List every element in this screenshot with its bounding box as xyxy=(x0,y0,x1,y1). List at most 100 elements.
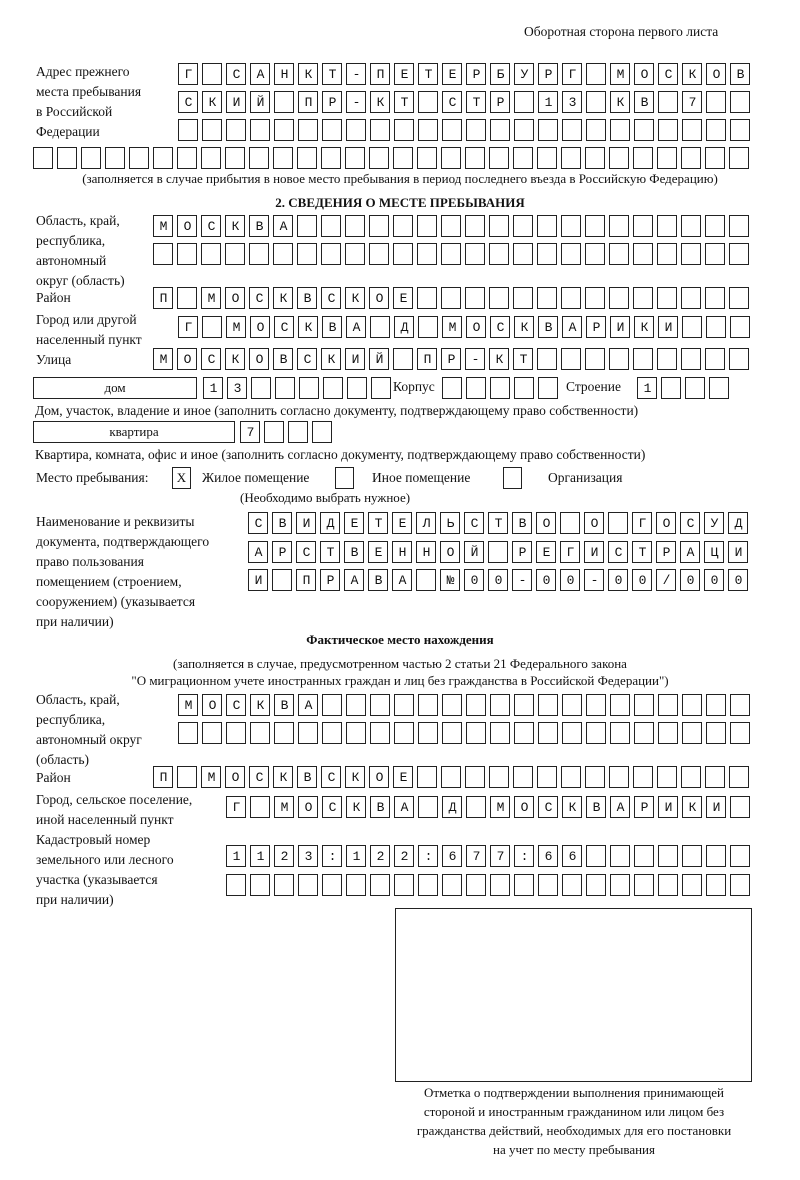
char-cell[interactable] xyxy=(730,316,750,338)
char-cell[interactable] xyxy=(418,316,438,338)
char-cell[interactable] xyxy=(514,377,534,399)
char-cell[interactable] xyxy=(441,215,461,237)
char-cell[interactable] xyxy=(682,694,702,716)
char-cell[interactable] xyxy=(249,287,269,309)
char-cell[interactable] xyxy=(512,569,532,591)
char-cell[interactable] xyxy=(657,215,677,237)
char-cell[interactable] xyxy=(394,119,414,141)
char-cell[interactable] xyxy=(370,119,390,141)
char-cell[interactable] xyxy=(658,796,678,818)
char-cell[interactable] xyxy=(442,722,462,744)
char-cell[interactable] xyxy=(202,91,222,113)
char-cell[interactable] xyxy=(264,421,284,443)
char-cell[interactable] xyxy=(393,147,413,169)
char-cell[interactable] xyxy=(730,722,750,744)
char-cell[interactable] xyxy=(729,766,749,788)
char-cell[interactable] xyxy=(298,91,318,113)
char-cell[interactable] xyxy=(322,316,342,338)
char-cell[interactable] xyxy=(226,316,246,338)
char-cell[interactable] xyxy=(465,215,485,237)
char-cell[interactable] xyxy=(393,243,413,265)
char-cell[interactable] xyxy=(538,845,558,867)
char-cell[interactable] xyxy=(346,63,366,85)
char-cell[interactable] xyxy=(585,215,605,237)
char-cell[interactable] xyxy=(226,845,246,867)
char-cell[interactable] xyxy=(417,348,437,370)
char-cell[interactable] xyxy=(320,512,340,534)
char-cell[interactable] xyxy=(417,287,437,309)
char-cell[interactable] xyxy=(225,287,245,309)
char-cell[interactable] xyxy=(201,287,221,309)
char-cell[interactable] xyxy=(153,348,173,370)
char-cell[interactable] xyxy=(537,215,557,237)
char-cell[interactable] xyxy=(466,722,486,744)
char-cell[interactable] xyxy=(610,796,630,818)
char-cell[interactable] xyxy=(322,119,342,141)
char-cell[interactable] xyxy=(488,541,508,563)
char-cell[interactable] xyxy=(416,512,436,534)
char-cell[interactable] xyxy=(658,63,678,85)
char-cell[interactable] xyxy=(441,287,461,309)
char-cell[interactable] xyxy=(417,766,437,788)
char-cell[interactable] xyxy=(321,766,341,788)
char-cell[interactable] xyxy=(730,874,750,896)
char-cell[interactable] xyxy=(273,243,293,265)
char-cell[interactable] xyxy=(513,215,533,237)
char-cell[interactable] xyxy=(249,243,269,265)
char-cell[interactable] xyxy=(561,147,581,169)
char-cell[interactable] xyxy=(586,722,606,744)
char-cell[interactable] xyxy=(394,722,414,744)
char-cell[interactable] xyxy=(297,243,317,265)
char-cell[interactable] xyxy=(560,541,580,563)
char-cell[interactable] xyxy=(322,845,342,867)
char-cell[interactable] xyxy=(633,215,653,237)
char-cell[interactable] xyxy=(251,377,271,399)
char-cell[interactable] xyxy=(442,796,462,818)
char-cell[interactable] xyxy=(633,348,653,370)
char-cell[interactable] xyxy=(368,512,388,534)
char-cell[interactable] xyxy=(562,119,582,141)
char-cell[interactable] xyxy=(440,569,460,591)
char-cell[interactable] xyxy=(226,63,246,85)
char-cell[interactable] xyxy=(704,512,724,534)
char-cell[interactable] xyxy=(418,845,438,867)
char-cell[interactable] xyxy=(368,569,388,591)
char-cell[interactable] xyxy=(465,287,485,309)
char-cell[interactable] xyxy=(440,512,460,534)
char-cell[interactable] xyxy=(514,694,534,716)
char-cell[interactable] xyxy=(560,569,580,591)
char-cell[interactable] xyxy=(442,377,462,399)
char-cell[interactable] xyxy=(609,215,629,237)
char-cell[interactable] xyxy=(346,694,366,716)
char-cell[interactable] xyxy=(658,874,678,896)
char-cell[interactable] xyxy=(418,722,438,744)
char-cell[interactable] xyxy=(562,796,582,818)
char-cell[interactable] xyxy=(441,348,461,370)
char-cell[interactable] xyxy=(538,119,558,141)
char-cell[interactable] xyxy=(321,147,341,169)
char-cell[interactable] xyxy=(298,694,318,716)
char-cell[interactable] xyxy=(657,766,677,788)
char-cell[interactable] xyxy=(297,348,317,370)
char-cell[interactable] xyxy=(346,722,366,744)
char-cell[interactable] xyxy=(466,316,486,338)
char-cell[interactable] xyxy=(441,243,461,265)
char-cell[interactable] xyxy=(441,766,461,788)
char-cell[interactable] xyxy=(538,63,558,85)
char-cell[interactable] xyxy=(225,215,245,237)
char-cell[interactable] xyxy=(226,694,246,716)
char-cell[interactable] xyxy=(393,348,413,370)
char-cell[interactable] xyxy=(416,541,436,563)
char-cell[interactable] xyxy=(272,569,292,591)
char-cell[interactable] xyxy=(248,569,268,591)
char-cell[interactable] xyxy=(465,147,485,169)
char-cell[interactable] xyxy=(488,569,508,591)
char-cell[interactable] xyxy=(298,316,318,338)
char-cell[interactable] xyxy=(538,91,558,113)
char-cell[interactable] xyxy=(681,147,701,169)
char-cell[interactable] xyxy=(705,766,725,788)
char-cell[interactable] xyxy=(466,874,486,896)
apt-type-box[interactable]: квартира xyxy=(33,421,235,443)
char-cell[interactable] xyxy=(680,512,700,534)
char-cell[interactable] xyxy=(658,316,678,338)
